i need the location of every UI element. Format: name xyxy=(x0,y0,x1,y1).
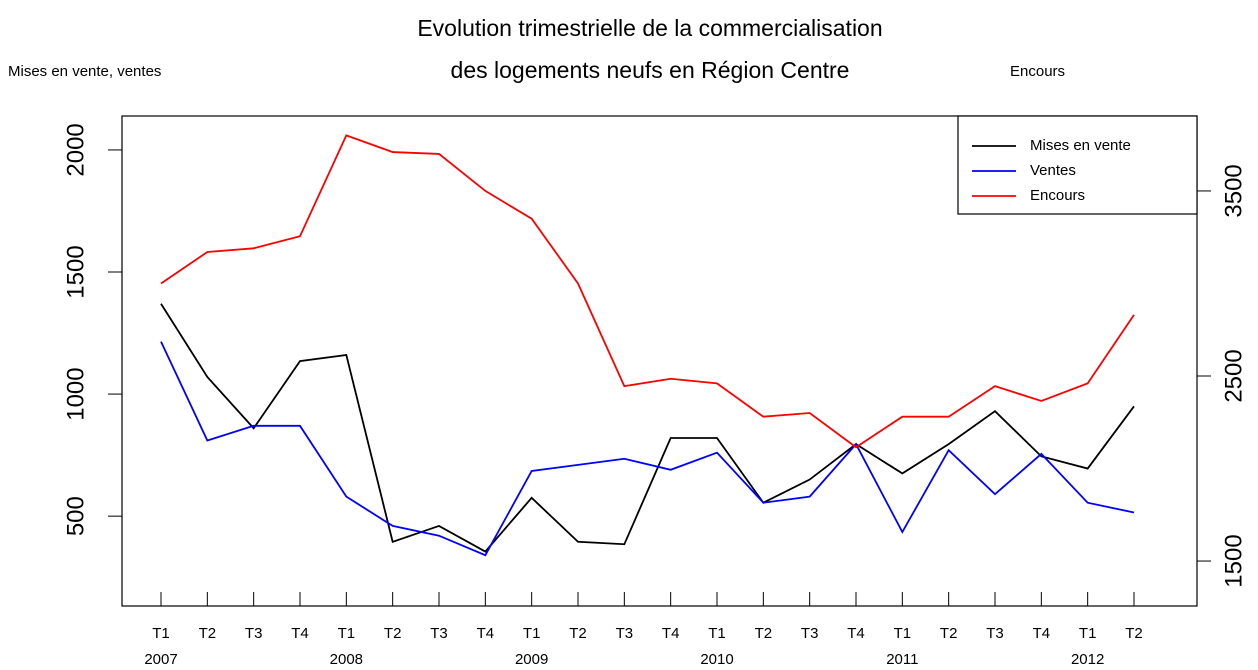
y-tick-label: 500 xyxy=(62,496,89,536)
x-tick-label: T4 xyxy=(847,625,865,642)
x-year-label: 2010 xyxy=(700,651,733,668)
series-line xyxy=(160,134,1135,449)
y2-axis-label: Encours xyxy=(1010,63,1065,80)
chart-subtitle: des logements neufs en Région Centre xyxy=(451,57,850,83)
legend-box xyxy=(957,115,1198,215)
chart-title: Evolution trimestrielle de la commercial… xyxy=(417,15,882,41)
x-year-label: 2012 xyxy=(1071,651,1104,668)
x-tick-label: T2 xyxy=(755,625,773,642)
y-tick-label: 1000 xyxy=(62,367,89,420)
y2-tick-label: 1500 xyxy=(1220,534,1247,587)
y-tick-label: 1500 xyxy=(62,245,89,298)
x-tick-label: T1 xyxy=(708,625,726,642)
x-tick-label: T2 xyxy=(940,625,958,642)
x-tick-label: T4 xyxy=(1033,625,1051,642)
y2-tick-label: 2500 xyxy=(1220,349,1247,402)
plot-frame xyxy=(121,115,1198,607)
x-tick-label: T4 xyxy=(662,625,680,642)
series-line xyxy=(160,341,1135,557)
x-tick-label: T2 xyxy=(199,625,217,642)
y2-tick-label: 3500 xyxy=(1220,164,1247,217)
x-tick-label: T1 xyxy=(523,625,541,642)
x-tick-label: T1 xyxy=(1079,625,1097,642)
y-axis-label: Mises en vente, ventes xyxy=(8,63,161,80)
x-tick-label: T3 xyxy=(616,625,634,642)
x-tick-label: T3 xyxy=(245,625,263,642)
x-tick-label: T2 xyxy=(1125,625,1143,642)
x-tick-label: T3 xyxy=(801,625,819,642)
x-tick-label: T1 xyxy=(894,625,912,642)
y-tick-label: 2000 xyxy=(62,123,89,176)
x-tick-label: T2 xyxy=(569,625,587,642)
x-year-label: 2008 xyxy=(330,651,363,668)
x-tick-label: T1 xyxy=(152,625,170,642)
legend-label: Mises en vente xyxy=(1030,137,1131,154)
x-tick-label: T3 xyxy=(430,625,448,642)
x-tick-label: T4 xyxy=(477,625,495,642)
x-year-label: 2011 xyxy=(886,651,918,668)
x-tick-label: T1 xyxy=(338,625,356,642)
x-tick-label: T3 xyxy=(986,625,1004,642)
legend-label: Ventes xyxy=(1030,162,1076,179)
series-line xyxy=(160,303,1135,553)
x-year-label: 2007 xyxy=(144,651,177,668)
x-tick-label: T2 xyxy=(384,625,402,642)
x-tick-label: T4 xyxy=(291,625,309,642)
legend-label: Encours xyxy=(1030,187,1085,204)
x-year-label: 2009 xyxy=(515,651,548,668)
